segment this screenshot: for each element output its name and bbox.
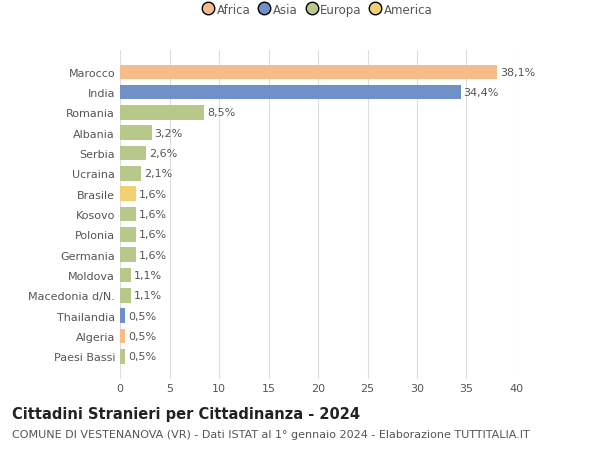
Bar	[120, 268, 131, 283]
Bar	[120, 228, 136, 242]
Text: 1,6%: 1,6%	[139, 189, 167, 199]
Text: 1,1%: 1,1%	[134, 291, 162, 301]
Text: 0,5%: 0,5%	[128, 331, 156, 341]
Bar	[120, 288, 131, 303]
Bar	[120, 65, 497, 80]
Text: 34,4%: 34,4%	[464, 88, 499, 98]
Text: 8,5%: 8,5%	[207, 108, 235, 118]
Bar	[120, 248, 136, 263]
Legend: Africa, Asia, Europa, America: Africa, Asia, Europa, America	[203, 4, 433, 17]
Text: 1,1%: 1,1%	[134, 270, 162, 280]
Text: 1,6%: 1,6%	[139, 210, 167, 219]
Bar	[120, 167, 141, 181]
Text: 2,6%: 2,6%	[149, 149, 177, 159]
Text: 1,6%: 1,6%	[139, 230, 167, 240]
Bar	[120, 349, 125, 364]
Text: 1,6%: 1,6%	[139, 250, 167, 260]
Bar	[120, 146, 146, 161]
Bar	[120, 207, 136, 222]
Text: 38,1%: 38,1%	[500, 68, 535, 78]
Text: 0,5%: 0,5%	[128, 311, 156, 321]
Text: 2,1%: 2,1%	[144, 169, 172, 179]
Text: 3,2%: 3,2%	[155, 129, 183, 139]
Bar	[120, 308, 125, 323]
Bar	[120, 329, 125, 343]
Bar	[120, 126, 152, 141]
Text: Cittadini Stranieri per Cittadinanza - 2024: Cittadini Stranieri per Cittadinanza - 2…	[12, 406, 360, 421]
Text: COMUNE DI VESTENANOVA (VR) - Dati ISTAT al 1° gennaio 2024 - Elaborazione TUTTIT: COMUNE DI VESTENANOVA (VR) - Dati ISTAT …	[12, 429, 530, 439]
Bar	[120, 106, 204, 121]
Text: 0,5%: 0,5%	[128, 352, 156, 361]
Bar	[120, 187, 136, 202]
Bar	[120, 86, 461, 100]
